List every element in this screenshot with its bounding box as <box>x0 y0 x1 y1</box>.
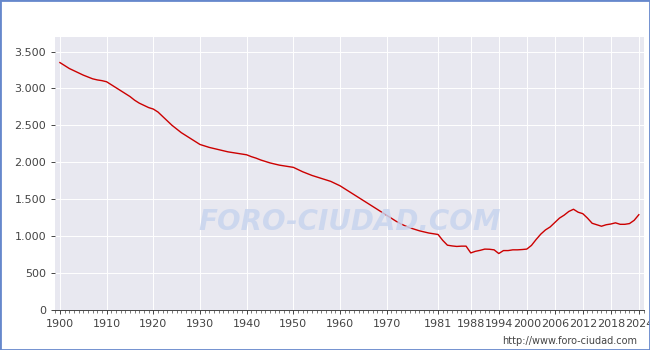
Text: Relleu (Municipio) - Evolucion del numero de Habitantes: Relleu (Municipio) - Evolucion del numer… <box>110 7 540 22</box>
Text: http://www.foro-ciudad.com: http://www.foro-ciudad.com <box>502 336 637 346</box>
Text: FORO-CIUDAD.COM: FORO-CIUDAD.COM <box>198 208 500 236</box>
